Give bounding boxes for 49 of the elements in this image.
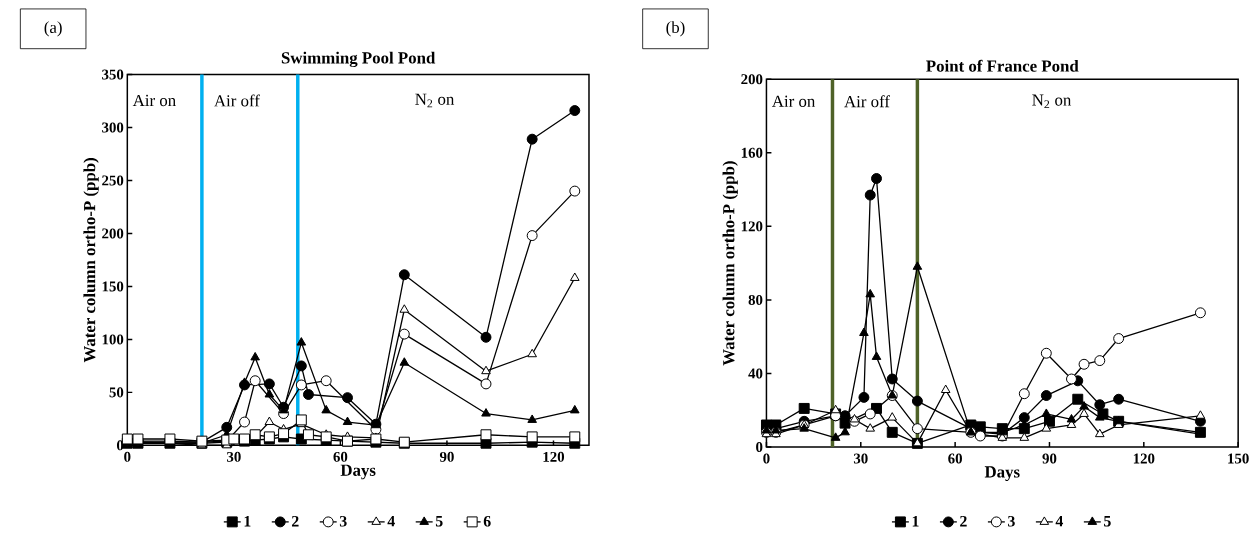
text: (b) xyxy=(666,21,685,37)
x-axis-title: Days xyxy=(984,466,1020,482)
x-tick-label: 60 xyxy=(948,453,962,464)
x-axis-title: Days xyxy=(340,464,376,480)
y-axis-title: Water column ortho-P (ppb) xyxy=(83,158,99,363)
legend-label: 4 xyxy=(387,516,395,527)
legend-label: 5 xyxy=(435,516,443,527)
legend-label: 5 xyxy=(1104,516,1111,527)
x-tick-label: 90 xyxy=(1042,453,1057,464)
y-tick-label: 50 xyxy=(109,387,124,398)
y-tick-label: 150 xyxy=(102,281,124,292)
y-tick-label: 40 xyxy=(748,368,763,379)
x-tick-label: 30 xyxy=(226,451,241,462)
y-tick-label: 300 xyxy=(102,122,124,133)
annotation: Air on xyxy=(772,95,816,108)
legend-label: 3 xyxy=(339,516,347,527)
y-tick-label: 350 xyxy=(102,69,124,80)
y-tick-label: 0 xyxy=(756,442,763,453)
x-tick-label: 90 xyxy=(439,451,454,462)
y-tick-label: 200 xyxy=(741,74,763,85)
text: (a) xyxy=(44,21,62,37)
y-tick-label: 200 xyxy=(102,228,124,239)
y-tick-label: 80 xyxy=(748,295,763,306)
x-tick-label: 120 xyxy=(1133,453,1155,464)
legend-label: 4 xyxy=(1055,516,1064,527)
x-tick-label: 120 xyxy=(543,451,565,462)
annotation: Air off xyxy=(214,94,260,107)
legend-label: 1 xyxy=(912,516,919,527)
x-tick-label: 60 xyxy=(333,451,348,462)
y-tick-label: 160 xyxy=(741,147,763,158)
annotation: Air off xyxy=(844,95,890,108)
y-tick-label: 100 xyxy=(102,334,124,345)
chart-title: Swimming Pool Pond xyxy=(281,51,436,68)
annotation: N$_{2}$ on xyxy=(1032,94,1072,109)
x-tick-label: 0 xyxy=(124,451,131,462)
legend-label: 1 xyxy=(244,516,251,527)
y-tick-label: 120 xyxy=(741,221,763,232)
legend-label: 2 xyxy=(291,516,299,527)
legend-label: 6 xyxy=(483,516,491,527)
y-tick-label: 250 xyxy=(102,175,124,186)
x-tick-label: 0 xyxy=(763,453,770,464)
annotation: N$_{2}$ on xyxy=(415,93,455,108)
legend-label: 2 xyxy=(960,516,967,527)
x-tick-label: 30 xyxy=(853,453,868,464)
x-tick-label: 150 xyxy=(1228,453,1249,464)
legend-label: 3 xyxy=(1008,516,1015,527)
chart-title: Point of France Pond xyxy=(926,59,1079,72)
annotation: Air on xyxy=(132,94,176,107)
y-axis-title: Water column ortho-P (ppb) xyxy=(722,161,738,366)
